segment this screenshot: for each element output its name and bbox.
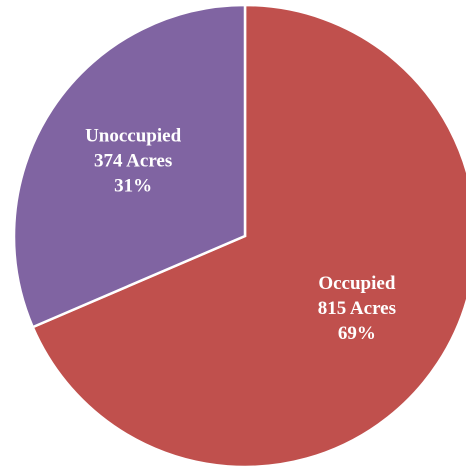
slice-value-label: 815 Acres	[318, 298, 396, 319]
slice-value-label: 374 Acres	[94, 151, 172, 172]
pie-slice	[12, 3, 247, 329]
slice-percent-label: 69%	[338, 323, 376, 344]
slice-percent-label: 31%	[114, 176, 152, 197]
slice-category-label: Unoccupied	[85, 126, 182, 147]
pie-slice	[31, 3, 466, 467]
slice-category-label: Occupied	[318, 273, 395, 294]
